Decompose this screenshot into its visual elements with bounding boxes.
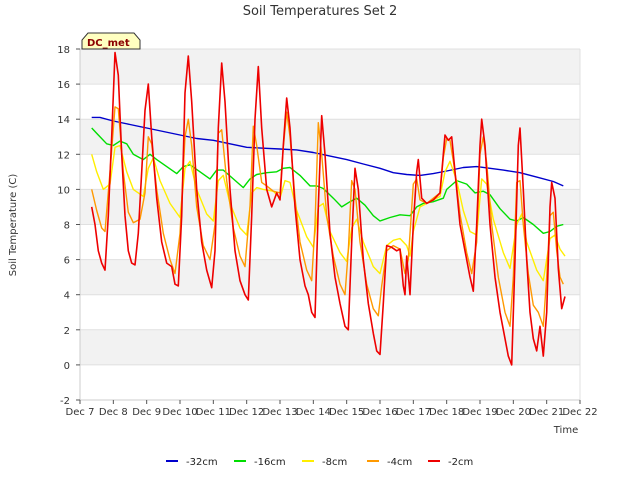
x-tick-label: Dec 21: [529, 407, 564, 418]
x-tick-label: Dec 22: [562, 407, 597, 418]
x-tick-label: Dec 14: [296, 407, 331, 418]
x-tick-label: Dec 7: [66, 407, 95, 418]
x-tick-label: Dec 20: [496, 407, 531, 418]
y-tick-label: 10: [57, 185, 70, 196]
y-tick-label: 18: [57, 45, 70, 56]
badge-box: [81, 32, 141, 50]
legend-label: -2cm: [448, 457, 473, 468]
legend-label: -16cm: [254, 457, 286, 468]
y-tick-label: 4: [64, 291, 70, 302]
x-tick-label: Dec 12: [229, 407, 264, 418]
x-axis-title: Time: [553, 425, 578, 436]
legend-item: -8cm: [302, 457, 347, 468]
y-tick-label: 16: [57, 80, 70, 91]
background-band: [80, 259, 580, 295]
x-tick-label: Dec 17: [396, 407, 431, 418]
x-tick-label: Dec 15: [329, 407, 364, 418]
legend-label: -32cm: [186, 457, 218, 468]
y-tick-label: 6: [64, 256, 70, 267]
y-tick-label: 2: [64, 326, 70, 337]
y-axis-title: Soil Temperature (C): [8, 174, 19, 277]
legend-item: -32cm: [166, 457, 218, 468]
y-tick-label: 0: [64, 361, 70, 372]
background-band: [80, 329, 580, 365]
series-lines: [90, 51, 566, 366]
x-tick-label: Dec 19: [462, 407, 497, 418]
y-tick-label: 8: [64, 221, 70, 232]
x-tick-label: Dec 13: [262, 407, 297, 418]
y-tick-label: 12: [57, 150, 70, 161]
legend-item: -16cm: [234, 457, 286, 468]
x-tick-label: Dec 10: [162, 407, 197, 418]
series-line: [90, 51, 566, 366]
y-tick-label: -2: [60, 396, 70, 407]
legend: -32cm -16cm -8cm -4cm -2cm: [166, 457, 473, 468]
y-axis: -2 0 2 4 6 8 10 12 14 16 18: [57, 45, 80, 407]
y-tick-label: 14: [57, 115, 70, 126]
legend-item: -2cm: [428, 457, 473, 468]
x-tick-label: Dec 16: [362, 407, 397, 418]
background-band: [80, 119, 580, 155]
x-tick-label: Dec 18: [429, 407, 464, 418]
chart-title: Soil Temperatures Set 2: [243, 4, 398, 19]
legend-label: -4cm: [387, 457, 412, 468]
background-band: [80, 49, 580, 85]
dc-met-badge: DC_met: [81, 32, 141, 50]
badge-label: DC_met: [87, 38, 130, 49]
legend-label: -8cm: [322, 457, 347, 468]
x-tick-label: Dec 9: [132, 407, 161, 418]
x-tick-label: Dec 11: [196, 407, 231, 418]
legend-item: -4cm: [367, 457, 412, 468]
series-line: [91, 127, 564, 235]
x-tick-label: Dec 8: [99, 407, 128, 418]
